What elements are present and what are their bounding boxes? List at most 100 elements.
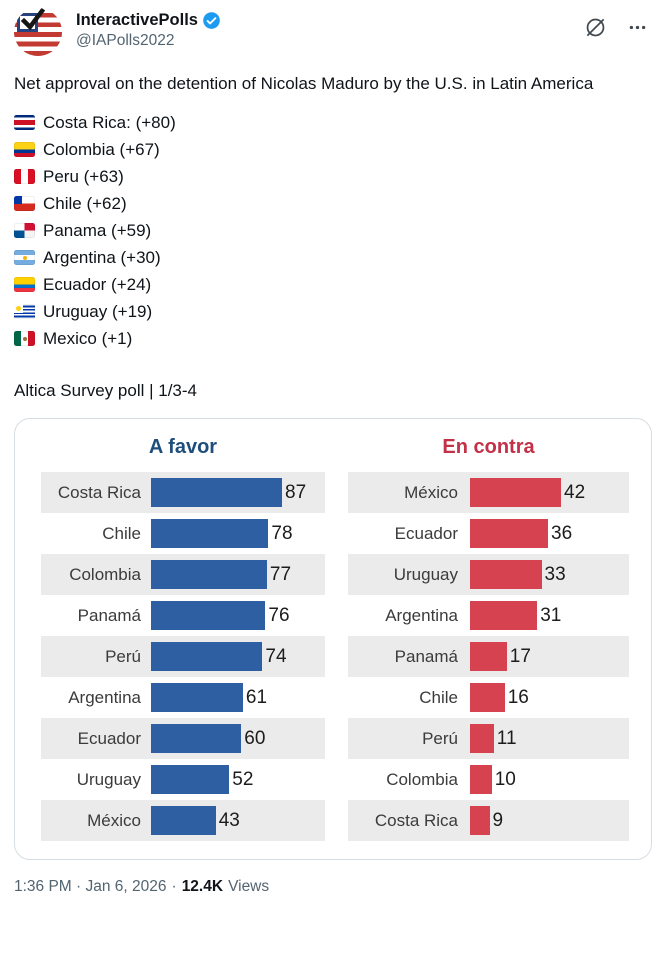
tweet-header: InteractivePolls @IAPolls2022 bbox=[14, 8, 652, 56]
flag-line: Argentina (+30) bbox=[14, 244, 652, 271]
country-label: Panamá bbox=[394, 646, 458, 666]
more-icon[interactable] bbox=[625, 15, 650, 40]
value-label: 52 bbox=[232, 768, 254, 790]
country-label: Colombia bbox=[386, 769, 458, 789]
flag-line-text: Colombia (+67) bbox=[43, 139, 160, 159]
grok-icon[interactable] bbox=[582, 14, 609, 41]
avatar[interactable] bbox=[14, 8, 62, 56]
bar bbox=[151, 806, 216, 835]
chart-row: Ecuador 36 bbox=[348, 513, 629, 554]
bar bbox=[470, 478, 561, 507]
flag-line-text: Argentina (+30) bbox=[43, 247, 161, 267]
flag-line-text: Peru (+63) bbox=[43, 166, 124, 186]
flag-line: Colombia (+67) bbox=[14, 136, 652, 163]
chart-row: Panamá 17 bbox=[348, 636, 629, 677]
flag-line-text: Mexico (+1) bbox=[43, 328, 133, 348]
flag-line-text: Costa Rica: (+80) bbox=[43, 112, 176, 132]
value-label: 42 bbox=[564, 481, 586, 503]
peru-flag-icon bbox=[14, 169, 35, 184]
chart-row: Chile 78 bbox=[41, 513, 325, 554]
bar bbox=[470, 806, 490, 835]
country-label: Argentina bbox=[68, 687, 141, 707]
value-label: 77 bbox=[269, 563, 292, 585]
chart-row: Costa Rica 9 bbox=[348, 800, 629, 841]
argentina-flag-icon bbox=[14, 250, 35, 265]
chart-row: Panamá 76 bbox=[41, 595, 325, 636]
flag-line: Chile (+62) bbox=[14, 190, 652, 217]
chart-headers: A favor En contra bbox=[41, 436, 629, 459]
chart-panels: Costa Rica 87 Chile 78 Colombia 77 Panamá 76 Per… bbox=[41, 472, 629, 841]
value-label: 16 bbox=[507, 686, 529, 708]
chart-row: Uruguay 52 bbox=[41, 759, 325, 800]
bar bbox=[151, 601, 266, 630]
ballot-checkbox-icon bbox=[17, 8, 46, 32]
country-label: Costa Rica bbox=[374, 810, 458, 830]
country-label: Panamá bbox=[77, 605, 141, 625]
bar bbox=[470, 642, 507, 671]
value-label: 31 bbox=[540, 604, 562, 626]
flag-line-text: Ecuador (+24) bbox=[43, 274, 152, 294]
country-label: Costa Rica bbox=[57, 482, 141, 502]
country-label: Argentina bbox=[385, 605, 458, 625]
colombia-flag-icon bbox=[14, 142, 35, 157]
chile-flag-icon bbox=[14, 196, 35, 211]
chart-row: Chile 16 bbox=[348, 677, 629, 718]
bar bbox=[151, 765, 230, 794]
uruguay-flag-icon bbox=[14, 304, 35, 319]
country-label: Colombia bbox=[69, 564, 141, 584]
chart-row: Costa Rica 87 bbox=[41, 472, 325, 513]
chart-row: Uruguay 33 bbox=[348, 554, 629, 595]
user-handle[interactable]: @IAPolls2022 bbox=[76, 32, 175, 49]
chart-row: Argentina 31 bbox=[348, 595, 629, 636]
display-name[interactable]: InteractivePolls bbox=[76, 10, 198, 29]
chart-row: México 42 bbox=[348, 472, 629, 513]
chart-row: Perú 74 bbox=[41, 636, 325, 677]
value-label: 17 bbox=[509, 645, 531, 667]
chart-row: Perú 11 bbox=[348, 718, 629, 759]
author-block: InteractivePolls @IAPolls2022 bbox=[76, 8, 221, 50]
flag-line-text: Chile (+62) bbox=[43, 193, 127, 213]
chart-header-1: En contra bbox=[442, 436, 535, 458]
country-label: Ecuador bbox=[77, 728, 141, 748]
value-label: 87 bbox=[285, 481, 307, 503]
value-label: 11 bbox=[496, 727, 517, 749]
chart-row: Argentina 61 bbox=[41, 677, 325, 718]
tweet-text: Net approval on the detention of Nicolas… bbox=[14, 74, 594, 93]
country-label: Chile bbox=[102, 523, 141, 543]
timestamp: 1:36 PM · Jan 6, 2026 bbox=[14, 878, 167, 895]
country-label: Perú bbox=[422, 728, 458, 748]
value-label: 74 bbox=[265, 645, 287, 667]
country-label: México bbox=[87, 810, 141, 830]
chart-row: Colombia 10 bbox=[348, 759, 629, 800]
chart-header-0: A favor bbox=[148, 436, 218, 458]
flag-line: Ecuador (+24) bbox=[14, 271, 652, 298]
poll-source-text: Altica Survey poll | 1/3-4 bbox=[14, 381, 197, 400]
value-label: 9 bbox=[492, 809, 504, 831]
chart-panel-1: México 42 Ecuador 36 Uruguay 33 Argentina 31 Pan… bbox=[348, 472, 629, 841]
value-label: 60 bbox=[244, 727, 266, 749]
value-label: 10 bbox=[494, 768, 516, 790]
bar bbox=[470, 683, 505, 712]
bar bbox=[151, 724, 242, 753]
country-label: Chile bbox=[419, 687, 458, 707]
views-label: Views bbox=[228, 878, 270, 895]
value-label: 61 bbox=[245, 686, 268, 708]
bar bbox=[470, 560, 542, 589]
country-label: Uruguay bbox=[393, 564, 458, 584]
flag-line: Mexico (+1) bbox=[14, 325, 652, 352]
bar bbox=[470, 765, 492, 794]
value-label: 78 bbox=[271, 522, 293, 544]
dot-separator: · bbox=[171, 878, 177, 895]
costa-rica-flag-icon bbox=[14, 115, 35, 130]
country-label: Ecuador bbox=[394, 523, 458, 543]
panama-flag-icon bbox=[14, 223, 35, 238]
chart-panel-0: Costa Rica 87 Chile 78 Colombia 77 Panamá 76 Per… bbox=[41, 472, 325, 841]
verified-badge-icon bbox=[202, 11, 221, 30]
mexico-flag-icon bbox=[14, 331, 35, 346]
bar bbox=[470, 519, 548, 548]
value-label: 36 bbox=[551, 522, 573, 544]
chart-attachment[interactable]: A favor En contra Costa Rica 87 Chile 78 Col… bbox=[14, 418, 652, 860]
country-label: Uruguay bbox=[76, 769, 141, 789]
chart-row: Colombia 77 bbox=[41, 554, 325, 595]
bar bbox=[151, 478, 282, 507]
